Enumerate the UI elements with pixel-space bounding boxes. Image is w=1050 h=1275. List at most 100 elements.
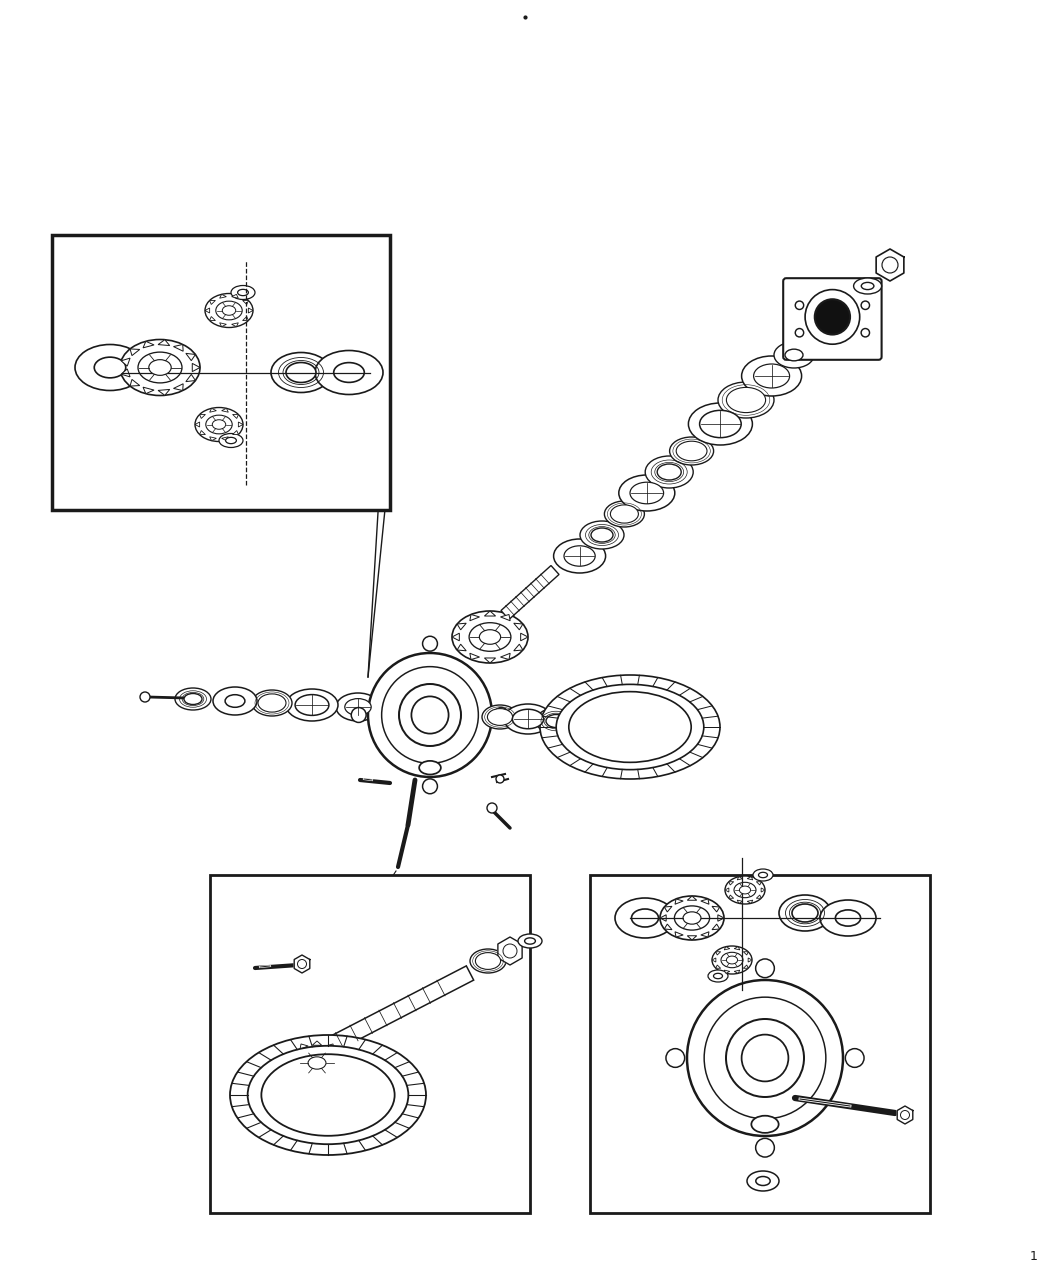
Polygon shape bbox=[210, 301, 215, 305]
Ellipse shape bbox=[699, 411, 741, 437]
Polygon shape bbox=[700, 932, 709, 937]
Circle shape bbox=[494, 708, 509, 723]
Ellipse shape bbox=[836, 910, 861, 926]
Polygon shape bbox=[159, 339, 170, 346]
Circle shape bbox=[861, 301, 869, 310]
Polygon shape bbox=[876, 249, 904, 280]
Ellipse shape bbox=[724, 876, 765, 904]
Polygon shape bbox=[498, 937, 522, 965]
Ellipse shape bbox=[546, 714, 566, 728]
Polygon shape bbox=[665, 907, 672, 912]
Circle shape bbox=[815, 300, 851, 334]
Ellipse shape bbox=[540, 674, 720, 779]
Circle shape bbox=[487, 803, 497, 813]
Ellipse shape bbox=[336, 694, 380, 720]
Ellipse shape bbox=[734, 882, 756, 898]
Polygon shape bbox=[700, 899, 709, 904]
Ellipse shape bbox=[569, 691, 691, 762]
Polygon shape bbox=[743, 951, 749, 955]
Ellipse shape bbox=[482, 705, 518, 729]
Ellipse shape bbox=[564, 546, 595, 566]
Polygon shape bbox=[513, 644, 523, 650]
Ellipse shape bbox=[237, 289, 249, 296]
Polygon shape bbox=[326, 1044, 334, 1049]
Polygon shape bbox=[897, 1105, 912, 1125]
Ellipse shape bbox=[727, 388, 765, 413]
Ellipse shape bbox=[248, 1046, 408, 1144]
Ellipse shape bbox=[854, 278, 882, 295]
Polygon shape bbox=[743, 965, 749, 968]
Polygon shape bbox=[521, 634, 528, 641]
Ellipse shape bbox=[94, 357, 126, 377]
Ellipse shape bbox=[285, 1040, 349, 1085]
Circle shape bbox=[297, 960, 307, 969]
Polygon shape bbox=[219, 295, 227, 298]
Polygon shape bbox=[300, 1044, 308, 1049]
Polygon shape bbox=[675, 899, 684, 904]
Ellipse shape bbox=[618, 476, 675, 511]
Circle shape bbox=[380, 882, 390, 892]
Ellipse shape bbox=[231, 286, 255, 300]
Polygon shape bbox=[734, 946, 740, 950]
Polygon shape bbox=[186, 353, 195, 361]
Ellipse shape bbox=[712, 946, 752, 974]
Ellipse shape bbox=[75, 344, 145, 390]
Circle shape bbox=[422, 636, 438, 652]
Polygon shape bbox=[210, 408, 216, 412]
Ellipse shape bbox=[308, 1057, 326, 1070]
Polygon shape bbox=[712, 924, 719, 929]
Ellipse shape bbox=[676, 441, 707, 460]
Circle shape bbox=[399, 683, 461, 746]
Polygon shape bbox=[312, 1081, 321, 1085]
Text: 1: 1 bbox=[1030, 1250, 1038, 1264]
Polygon shape bbox=[222, 437, 228, 441]
Polygon shape bbox=[484, 658, 496, 663]
Polygon shape bbox=[210, 437, 216, 441]
Ellipse shape bbox=[752, 1116, 779, 1133]
Polygon shape bbox=[342, 1060, 349, 1066]
Circle shape bbox=[496, 775, 504, 783]
Ellipse shape bbox=[205, 293, 253, 328]
Polygon shape bbox=[729, 882, 734, 885]
Polygon shape bbox=[748, 900, 753, 903]
Circle shape bbox=[756, 959, 774, 978]
Polygon shape bbox=[219, 323, 227, 326]
Ellipse shape bbox=[727, 956, 737, 964]
Bar bbox=[210, 875, 530, 1213]
Ellipse shape bbox=[223, 306, 235, 315]
Polygon shape bbox=[294, 955, 310, 973]
Polygon shape bbox=[173, 384, 183, 390]
Ellipse shape bbox=[861, 282, 874, 289]
Polygon shape bbox=[159, 389, 170, 395]
Polygon shape bbox=[469, 653, 480, 659]
Polygon shape bbox=[285, 1060, 291, 1066]
Ellipse shape bbox=[184, 694, 202, 705]
Polygon shape bbox=[749, 958, 752, 963]
Ellipse shape bbox=[295, 695, 329, 715]
Circle shape bbox=[795, 329, 803, 337]
Ellipse shape bbox=[195, 408, 243, 441]
Polygon shape bbox=[660, 914, 666, 922]
Ellipse shape bbox=[536, 708, 576, 734]
Polygon shape bbox=[761, 887, 765, 892]
Polygon shape bbox=[712, 907, 719, 912]
Ellipse shape bbox=[645, 456, 693, 488]
Polygon shape bbox=[243, 301, 249, 305]
Ellipse shape bbox=[149, 360, 171, 375]
Polygon shape bbox=[238, 422, 243, 427]
Polygon shape bbox=[501, 653, 510, 659]
Polygon shape bbox=[513, 623, 523, 630]
Ellipse shape bbox=[480, 630, 501, 644]
Polygon shape bbox=[718, 914, 724, 922]
Polygon shape bbox=[121, 358, 130, 366]
Ellipse shape bbox=[271, 352, 331, 393]
Circle shape bbox=[741, 1034, 789, 1081]
Ellipse shape bbox=[476, 952, 501, 969]
Polygon shape bbox=[756, 882, 761, 885]
Ellipse shape bbox=[525, 938, 536, 945]
Ellipse shape bbox=[469, 622, 511, 652]
Ellipse shape bbox=[747, 1170, 779, 1191]
Ellipse shape bbox=[754, 363, 790, 388]
Ellipse shape bbox=[470, 949, 506, 973]
Ellipse shape bbox=[212, 419, 226, 430]
